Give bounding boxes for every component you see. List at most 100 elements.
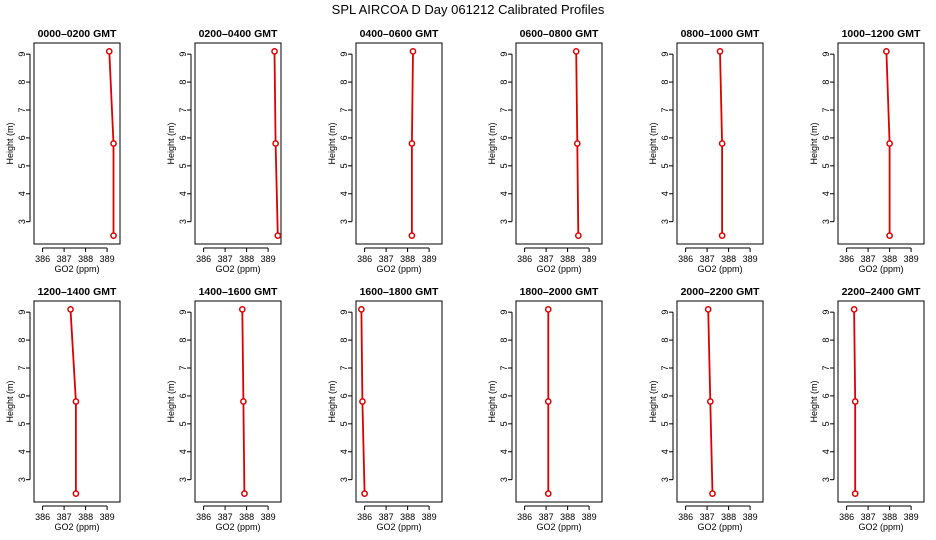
y-tick-label: 6 — [821, 135, 831, 140]
y-tick-label: 5 — [17, 163, 27, 168]
x-tick-label: 389 — [904, 512, 919, 522]
profile-point — [718, 232, 726, 239]
profile-point — [850, 306, 858, 313]
profile-point — [851, 490, 859, 497]
plot-frame — [837, 42, 925, 245]
profile-point — [716, 48, 724, 55]
panel-title: 1000–1200 GMT — [842, 28, 921, 40]
panel-title: 1600–1800 GMT — [360, 286, 439, 298]
y-tick-label: 5 — [821, 163, 831, 168]
y-tick-label: 3 — [499, 477, 509, 482]
profile-point — [110, 140, 117, 147]
x-tick-label: 387 — [57, 512, 72, 522]
y-tick-label: 3 — [339, 477, 349, 482]
plot-frame — [355, 42, 443, 245]
x-tick-label: 388 — [78, 512, 93, 522]
y-tick-label: 3 — [17, 219, 27, 224]
panel-title: 0200–0400 GMT — [199, 28, 278, 40]
y-tick-label: 3 — [178, 219, 188, 224]
x-tick-label: 387 — [861, 512, 876, 522]
x-tick-label: 386 — [678, 254, 693, 264]
y-axis-label: Height (m) — [487, 380, 497, 422]
profile-point — [67, 306, 74, 313]
x-tick-label: 389 — [582, 254, 597, 264]
x-axis-label: GO2 (ppm) — [858, 264, 903, 274]
y-tick-label: 4 — [17, 449, 27, 454]
y-axis-label: Height (m) — [809, 122, 819, 164]
y-axis-label: Height (m) — [166, 122, 176, 164]
y-tick-label: 6 — [17, 135, 27, 140]
y-tick-label: 9 — [821, 310, 831, 315]
x-tick-label: 389 — [904, 254, 919, 264]
y-tick-label: 3 — [339, 219, 349, 224]
x-tick-label: 388 — [400, 254, 415, 264]
y-axis-label: Height (m) — [809, 380, 819, 422]
y-tick-label: 4 — [499, 449, 509, 454]
y-tick-label: 6 — [499, 135, 509, 140]
y-axis-label: Height (m) — [5, 380, 15, 422]
x-axis-label: GO2 (ppm) — [215, 522, 260, 532]
y-tick-label: 6 — [660, 393, 670, 398]
x-tick-label: 387 — [700, 254, 715, 264]
y-tick-label: 5 — [821, 421, 831, 426]
y-tick-label: 7 — [499, 365, 509, 370]
y-tick-label: 4 — [660, 191, 670, 196]
y-tick-label: 9 — [339, 310, 349, 315]
y-tick-label: 5 — [499, 421, 509, 426]
panel-title: 1200–1400 GMT — [38, 286, 117, 298]
x-tick-label: 387 — [218, 254, 233, 264]
y-tick-label: 9 — [660, 310, 670, 315]
profile-point — [241, 490, 248, 497]
y-tick-label: 8 — [499, 80, 509, 85]
y-tick-label: 4 — [499, 191, 509, 196]
x-tick-label: 386 — [196, 512, 211, 522]
plot-frame — [194, 42, 282, 245]
x-tick-label: 388 — [239, 254, 254, 264]
panel-title: 1400–1600 GMT — [199, 286, 278, 298]
x-tick-label: 389 — [743, 512, 758, 522]
profile-point — [274, 232, 282, 239]
profile-point — [240, 398, 247, 405]
y-tick-label: 5 — [339, 163, 349, 168]
y-tick-label: 8 — [821, 338, 831, 343]
x-tick-label: 387 — [861, 254, 876, 264]
y-tick-label: 8 — [178, 80, 188, 85]
profile-point — [544, 398, 552, 405]
panel-title: 0400–0600 GMT — [360, 28, 439, 40]
y-tick-label: 5 — [339, 421, 349, 426]
x-tick-label: 388 — [560, 254, 575, 264]
y-tick-label: 4 — [178, 191, 188, 196]
x-tick-label: 389 — [261, 254, 276, 264]
y-tick-label: 5 — [178, 421, 188, 426]
x-axis-label: GO2 (ppm) — [536, 264, 581, 274]
profile-point — [110, 232, 117, 239]
profile-point — [718, 140, 726, 147]
x-axis-label: GO2 (ppm) — [376, 264, 421, 274]
y-tick-label: 7 — [821, 107, 831, 112]
profile-point — [886, 140, 893, 147]
profile-point — [851, 398, 859, 405]
y-tick-label: 4 — [17, 191, 27, 196]
x-axis-label: GO2 (ppm) — [536, 522, 581, 532]
x-tick-label: 387 — [218, 512, 233, 522]
x-axis-label: GO2 (ppm) — [697, 522, 742, 532]
y-tick-label: 8 — [339, 80, 349, 85]
y-axis-label: Height (m) — [327, 380, 337, 422]
y-tick-label: 6 — [821, 393, 831, 398]
y-tick-label: 5 — [178, 163, 188, 168]
y-tick-label: 6 — [339, 393, 349, 398]
profile-point — [409, 48, 417, 55]
y-tick-label: 6 — [499, 393, 509, 398]
y-tick-label: 9 — [339, 52, 349, 57]
x-tick-label: 386 — [517, 512, 532, 522]
x-tick-label: 387 — [57, 254, 72, 264]
panel-title: 1800–2000 GMT — [520, 286, 599, 298]
x-tick-label: 388 — [721, 254, 736, 264]
